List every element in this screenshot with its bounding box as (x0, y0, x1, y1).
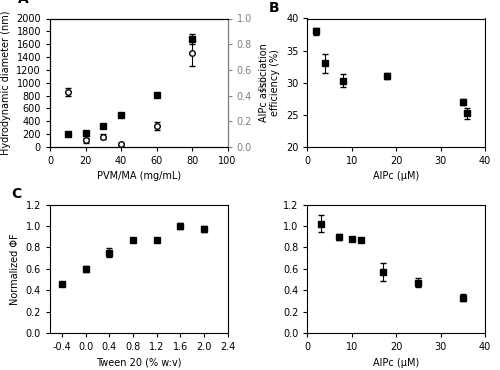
X-axis label: PVM/MA (mg/mL): PVM/MA (mg/mL) (96, 171, 181, 181)
X-axis label: AlPc (μM): AlPc (μM) (373, 357, 420, 367)
Y-axis label: PdI: PdI (258, 75, 268, 90)
Y-axis label: Normalized ΦF: Normalized ΦF (10, 233, 20, 305)
Y-axis label: AlPc association
efficiency (%): AlPc association efficiency (%) (259, 43, 280, 122)
Text: C: C (11, 187, 21, 201)
Text: B: B (268, 1, 279, 15)
X-axis label: AlPc (μM): AlPc (μM) (373, 171, 420, 181)
X-axis label: Tween 20 (% w:v): Tween 20 (% w:v) (96, 357, 182, 367)
Y-axis label: Hydrodynamic diameter (nm): Hydrodynamic diameter (nm) (1, 10, 11, 155)
Text: A: A (18, 0, 29, 6)
